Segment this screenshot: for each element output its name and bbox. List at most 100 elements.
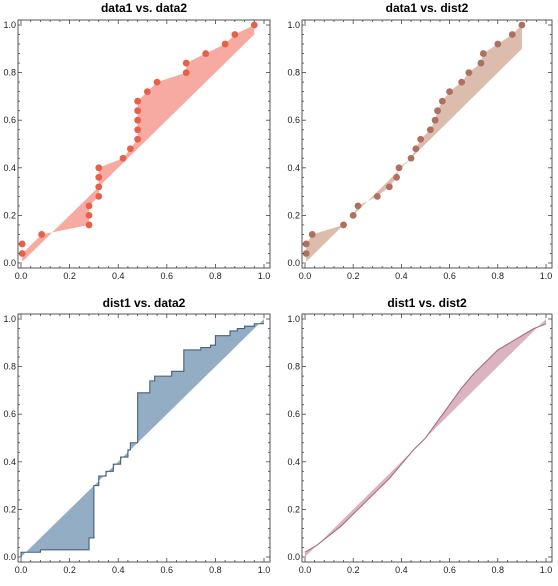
panel-title: dist1 vs. data2 xyxy=(103,296,186,310)
x-tick-label: 0.6 xyxy=(443,271,456,281)
data-point xyxy=(95,173,103,181)
y-tick-label: 1.0 xyxy=(287,20,300,30)
panel-dist1-vs-dist2: dist1 vs. dist2 0.0 0.2 0.4 0.6 0.8 1.0 0.0 0.2… xyxy=(287,296,553,575)
plot-area xyxy=(18,21,258,262)
data-point xyxy=(134,135,142,143)
y-tick-label: 0.8 xyxy=(287,362,300,372)
y-tick-label: 0.2 xyxy=(3,210,16,220)
qq-fill-region xyxy=(306,25,522,262)
data-point xyxy=(446,88,453,96)
data-point xyxy=(231,31,239,38)
y-tick-label: 1.0 xyxy=(287,314,300,324)
data-point xyxy=(119,154,127,162)
axes: 0.0 0.2 0.4 0.6 0.8 1.0 0.0 0.2 0.4 0.6 0.8 1.0 xyxy=(3,314,270,575)
data-point xyxy=(182,59,190,67)
panel-title: dist1 vs. dist2 xyxy=(387,296,467,310)
y-tick-label: 0.4 xyxy=(287,163,300,173)
panel-title: data1 vs. data2 xyxy=(101,1,187,15)
x-tick-label: 0.2 xyxy=(347,271,360,281)
data-point xyxy=(302,250,310,257)
axes: 0.0 0.2 0.4 0.6 0.8 1.0 0.0 0.2 0.4 0.6 0.8 1.0 xyxy=(287,20,552,281)
data-point xyxy=(308,231,316,238)
axes: 0.0 0.2 0.4 0.6 0.8 1.0 0.0 0.2 0.4 0.6 0.8 1.0 xyxy=(287,314,552,575)
x-tick-label: 0.4 xyxy=(112,565,125,575)
y-tick-label: 1.0 xyxy=(3,20,16,30)
y-tick-label: 0.0 xyxy=(287,258,300,268)
data-point xyxy=(508,31,516,38)
data-point xyxy=(302,240,310,248)
axes: 0.0 0.2 0.4 0.6 0.8 1.0 0.0 0.2 0.4 0.6 0.8 1.0 xyxy=(3,20,270,281)
y-tick-label: 0.6 xyxy=(3,409,16,419)
step-line xyxy=(20,323,264,557)
data-point xyxy=(438,97,446,105)
data-point xyxy=(143,88,151,96)
data-point xyxy=(221,40,229,48)
y-tick-label: 0.8 xyxy=(3,362,16,372)
data-point xyxy=(417,135,425,143)
data-point xyxy=(395,164,403,172)
data-point xyxy=(479,50,487,57)
y-tick-label: 0.4 xyxy=(3,457,16,467)
data-point xyxy=(18,250,26,257)
plot-area xyxy=(304,319,547,557)
x-tick-label: 0.6 xyxy=(161,271,174,281)
x-tick-label: 0.2 xyxy=(63,565,76,575)
data-point xyxy=(134,126,142,134)
x-tick-label: 0.0 xyxy=(15,271,28,281)
data-point xyxy=(95,164,103,172)
data-point xyxy=(431,116,439,124)
data-point xyxy=(126,145,134,153)
x-tick-label: 0.0 xyxy=(299,565,312,575)
x-tick-label: 0.4 xyxy=(395,565,408,575)
x-tick-label: 0.2 xyxy=(347,565,360,575)
data-point xyxy=(494,40,502,48)
data-point xyxy=(95,192,103,200)
panel-data1-vs-dist2: data1 vs. dist2 0.0 0.2 0.4 0.6 0.8 1.0 0.0 0.2… xyxy=(287,1,553,281)
plot-frame xyxy=(301,313,553,563)
y-tick-label: 0.0 xyxy=(3,258,16,268)
x-tick-label: 0.4 xyxy=(112,271,125,281)
x-tick-label: 0.8 xyxy=(209,565,222,575)
y-tick-label: 0.0 xyxy=(287,552,300,562)
data-point xyxy=(95,183,103,191)
data-point xyxy=(85,221,93,229)
y-tick-label: 1.0 xyxy=(3,314,16,324)
x-tick-label: 0.8 xyxy=(209,271,222,281)
x-tick-label: 0.8 xyxy=(492,565,505,575)
data-point xyxy=(134,107,142,115)
plot-frame xyxy=(17,313,271,563)
plot-frame xyxy=(301,19,553,269)
y-tick-label: 0.6 xyxy=(287,115,300,125)
y-tick-label: 0.2 xyxy=(287,504,300,514)
y-tick-label: 0.2 xyxy=(287,210,300,220)
panel-data1-vs-data2: data1 vs. data2 0.0 0.2 0.4 0.6 0.8 1.0 0.0 0.2… xyxy=(3,1,271,281)
data-point xyxy=(340,221,347,229)
data-point xyxy=(85,202,93,210)
y-tick-label: 0.8 xyxy=(287,68,300,78)
data-point xyxy=(426,126,434,134)
plot-frame xyxy=(17,19,271,269)
y-tick-label: 0.4 xyxy=(3,163,16,173)
x-tick-label: 0.8 xyxy=(492,271,505,281)
data-point xyxy=(202,50,210,57)
x-tick-label: 1.0 xyxy=(258,271,271,281)
quantile-curve xyxy=(304,323,547,553)
x-tick-label: 1.0 xyxy=(258,565,271,575)
panel-title: data1 vs. dist2 xyxy=(386,1,469,15)
qq-fill-region xyxy=(21,319,264,557)
plot-area xyxy=(20,319,264,557)
data-point xyxy=(354,202,362,210)
data-point xyxy=(250,21,258,29)
data-point xyxy=(465,69,473,76)
plot-area xyxy=(302,21,526,262)
x-tick-label: 0.2 xyxy=(63,271,76,281)
x-tick-label: 0.0 xyxy=(299,271,312,281)
data-point xyxy=(412,145,420,153)
data-point xyxy=(18,240,26,248)
data-point xyxy=(458,78,466,86)
data-point xyxy=(477,59,485,67)
data-point xyxy=(134,116,142,124)
data-point xyxy=(518,21,526,29)
y-tick-label: 0.2 xyxy=(3,504,16,514)
x-tick-label: 1.0 xyxy=(540,565,553,575)
